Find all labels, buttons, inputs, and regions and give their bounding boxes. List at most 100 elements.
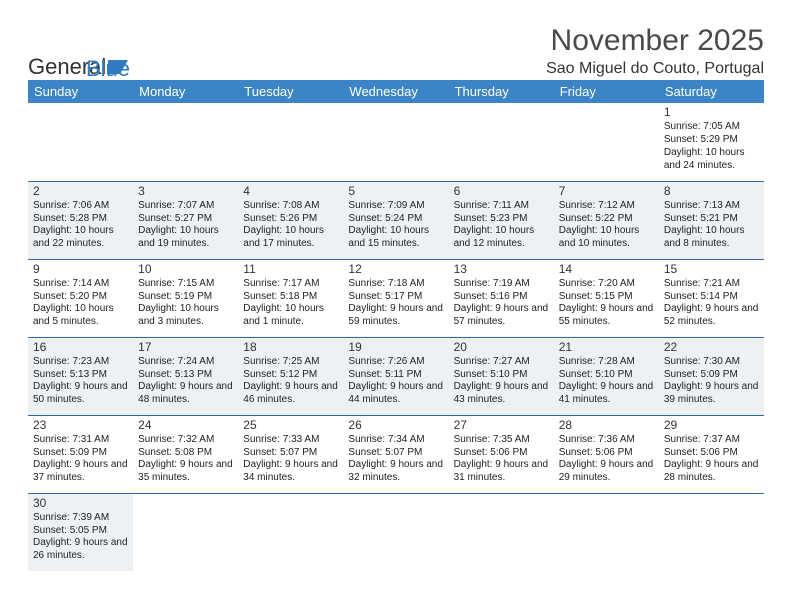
calendar-day-cell: 14Sunrise: 7:20 AMSunset: 5:15 PMDayligh… [554,259,659,337]
calendar-day-cell [28,103,133,181]
daylight-text: Daylight: 9 hours and 26 minutes. [33,537,128,563]
day-info: Sunrise: 7:09 AMSunset: 5:24 PMDaylight:… [348,200,443,251]
sunrise-text: Sunrise: 7:35 AM [454,434,549,447]
sunset-text: Sunset: 5:08 PM [138,447,233,460]
day-number: 13 [454,262,549,277]
sunrise-text: Sunrise: 7:34 AM [348,434,443,447]
calendar-day-cell: 3Sunrise: 7:07 AMSunset: 5:27 PMDaylight… [133,181,238,259]
sunrise-text: Sunrise: 7:19 AM [454,278,549,291]
day-info: Sunrise: 7:36 AMSunset: 5:06 PMDaylight:… [559,434,654,485]
sunset-text: Sunset: 5:18 PM [243,291,338,304]
day-number: 8 [664,184,759,199]
sunset-text: Sunset: 5:26 PM [243,213,338,226]
daylight-text: Daylight: 9 hours and 41 minutes. [559,381,654,407]
sunset-text: Sunset: 5:10 PM [559,369,654,382]
day-number: 21 [559,340,654,355]
calendar-day-cell: 6Sunrise: 7:11 AMSunset: 5:23 PMDaylight… [449,181,554,259]
sunset-text: Sunset: 5:16 PM [454,291,549,304]
day-info: Sunrise: 7:15 AMSunset: 5:19 PMDaylight:… [138,278,233,329]
day-info: Sunrise: 7:14 AMSunset: 5:20 PMDaylight:… [33,278,128,329]
sunrise-text: Sunrise: 7:27 AM [454,356,549,369]
calendar-week-row: 9Sunrise: 7:14 AMSunset: 5:20 PMDaylight… [28,259,764,337]
calendar-day-cell: 19Sunrise: 7:26 AMSunset: 5:11 PMDayligh… [343,337,448,415]
calendar-week-row: 23Sunrise: 7:31 AMSunset: 5:09 PM Dayligh… [28,415,764,493]
day-number: 4 [243,184,338,199]
calendar-day-cell: 24Sunrise: 7:32 AMSunset: 5:08 PMDayligh… [133,415,238,493]
sunset-text: Sunset: 5:07 PM [243,447,338,460]
sunset-text: Sunset: 5:24 PM [348,213,443,226]
calendar-day-cell: 29Sunrise: 7:37 AMSunset: 5:06 PMDayligh… [659,415,764,493]
daylight-text: Daylight: 9 hours and 28 minutes. [664,459,759,485]
day-info: Sunrise: 7:19 AMSunset: 5:16 PMDaylight:… [454,278,549,329]
sunrise-text: Sunrise: 7:37 AM [664,434,759,447]
weekday-header: Sunday [28,80,133,103]
day-number: 28 [559,418,654,433]
sunrise-text: Sunrise: 7:08 AM [243,200,338,213]
sunrise-text: Sunrise: 7:39 AM [33,512,128,525]
sunrise-text: Sunrise: 7:31 AM [33,434,128,447]
day-info: Sunrise: 7:06 AMSunset: 5:28 PMDaylight:… [33,200,128,251]
weekday-header: Wednesday [343,80,448,103]
day-info: Sunrise: 7:07 AMSunset: 5:27 PMDaylight:… [138,200,233,251]
sunset-text: Sunset: 5:06 PM [664,447,759,460]
sunset-text: Sunset: 5:27 PM [138,213,233,226]
day-number: 18 [243,340,338,355]
day-info: Sunrise: 7:11 AMSunset: 5:23 PMDaylight:… [454,200,549,251]
day-info: Sunrise: 7:08 AMSunset: 5:26 PMDaylight:… [243,200,338,251]
sunrise-text: Sunrise: 7:05 AM [664,121,759,134]
daylight-text: Daylight: 9 hours and 50 minutes. [33,381,128,407]
sunrise-text: Sunrise: 7:33 AM [243,434,338,447]
calendar-day-cell: 21Sunrise: 7:28 AMSunset: 5:10 PMDayligh… [554,337,659,415]
sunset-text: Sunset: 5:09 PM [33,447,128,460]
day-info: Sunrise: 7:34 AMSunset: 5:07 PMDaylight:… [348,434,443,485]
day-info: Sunrise: 7:17 AMSunset: 5:18 PMDaylight:… [243,278,338,329]
calendar-day-cell [238,103,343,181]
sunrise-text: Sunrise: 7:20 AM [559,278,654,291]
day-info: Sunrise: 7:33 AMSunset: 5:07 PMDaylight:… [243,434,338,485]
sunset-text: Sunset: 5:13 PM [138,369,233,382]
day-number: 3 [138,184,233,199]
calendar-day-cell: 16Sunrise: 7:23 AMSunset: 5:13 PMDayligh… [28,337,133,415]
day-info: Sunrise: 7:18 AMSunset: 5:17 PMDaylight:… [348,278,443,329]
day-info: Sunrise: 7:28 AMSunset: 5:10 PMDaylight:… [559,356,654,407]
calendar-day-cell: 12Sunrise: 7:18 AMSunset: 5:17 PMDayligh… [343,259,448,337]
calendar-day-cell: 10Sunrise: 7:15 AMSunset: 5:19 PMDayligh… [133,259,238,337]
logo-text-2: Blue [86,58,130,80]
daylight-text: Daylight: 9 hours and 48 minutes. [138,381,233,407]
calendar-day-cell: 20Sunrise: 7:27 AMSunset: 5:10 PMDayligh… [449,337,554,415]
calendar-day-cell [133,103,238,181]
sunrise-text: Sunrise: 7:13 AM [664,200,759,213]
day-number: 29 [664,418,759,433]
sunset-text: Sunset: 5:12 PM [243,369,338,382]
day-number: 6 [454,184,549,199]
calendar-day-cell: 1Sunrise: 7:05 AMSunset: 5:29 PMDaylight… [659,103,764,181]
day-number: 25 [243,418,338,433]
weekday-header: Thursday [449,80,554,103]
calendar-table: SundayMondayTuesdayWednesdayThursdayFrid… [28,80,764,571]
day-number: 5 [348,184,443,199]
weekday-header: Monday [133,80,238,103]
daylight-text: Daylight: 9 hours and 31 minutes. [454,459,549,485]
sunset-text: Sunset: 5:17 PM [348,291,443,304]
day-number: 2 [33,184,128,199]
day-number: 23 [33,418,128,433]
daylight-text: Daylight: 10 hours and 10 minutes. [559,225,654,251]
daylight-text: Daylight: 10 hours and 17 minutes. [243,225,338,251]
calendar-week-row: 1Sunrise: 7:05 AMSunset: 5:29 PMDaylight… [28,103,764,181]
calendar-day-cell: 26Sunrise: 7:34 AMSunset: 5:07 PMDayligh… [343,415,448,493]
weekday-header-row: SundayMondayTuesdayWednesdayThursdayFrid… [28,80,764,103]
day-number: 1 [664,105,759,120]
day-number: 10 [138,262,233,277]
day-info: Sunrise: 7:23 AMSunset: 5:13 PMDaylight:… [33,356,128,407]
daylight-text: Daylight: 9 hours and 32 minutes. [348,459,443,485]
day-number: 27 [454,418,549,433]
calendar-day-cell: 18Sunrise: 7:25 AMSunset: 5:12 PMDayligh… [238,337,343,415]
sunset-text: Sunset: 5:23 PM [454,213,549,226]
calendar-day-cell: 2Sunrise: 7:06 AMSunset: 5:28 PMDaylight… [28,181,133,259]
sunset-text: Sunset: 5:06 PM [454,447,549,460]
daylight-text: Daylight: 10 hours and 1 minute. [243,303,338,329]
day-number: 17 [138,340,233,355]
calendar-day-cell: 25Sunrise: 7:33 AMSunset: 5:07 PMDayligh… [238,415,343,493]
day-info: Sunrise: 7:30 AMSunset: 5:09 PMDaylight:… [664,356,759,407]
daylight-text: Daylight: 9 hours and 44 minutes. [348,381,443,407]
